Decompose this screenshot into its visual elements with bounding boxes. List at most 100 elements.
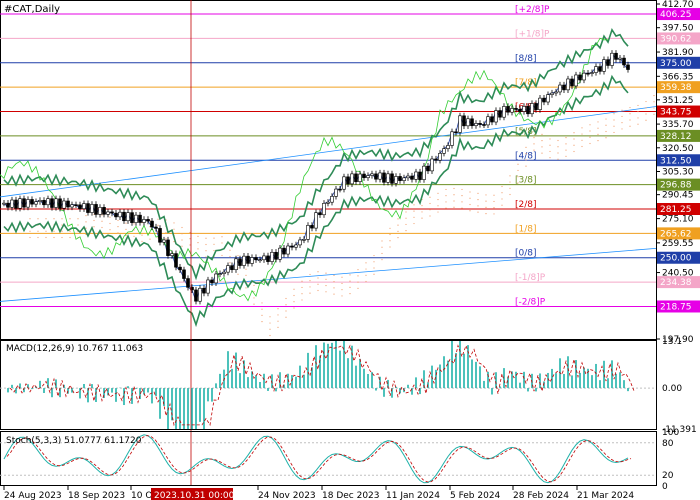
cloud-dot [365,280,367,283]
cloud-dot [165,238,167,240]
cloud-dot [517,169,519,172]
candle-body [290,245,294,248]
candle-body [70,204,74,208]
cloud-dot [181,239,183,241]
candle-body [614,52,618,60]
candle-body [206,279,210,294]
stoch-tick-label: 20 [662,471,674,481]
cloud-dot [45,236,47,239]
candle-body [570,78,574,87]
cloud-dot [61,218,63,220]
candle-body [142,219,146,223]
candle-body [334,188,338,197]
cloud-dot [637,111,639,113]
cloud-dot [613,131,615,134]
cloud-dot [317,289,319,292]
cloud-dot [381,240,383,242]
stoch-signal-line [6,435,632,483]
cloud-dot [605,124,607,126]
candle-body [114,212,118,218]
candle-body [370,173,374,176]
candle-body [322,203,326,216]
cloud-dot [173,222,175,224]
cloud-dot [237,254,239,257]
cloud-dot [197,248,199,250]
cloud-dot [525,159,527,161]
level-price-box [657,105,700,118]
candle-body [394,176,398,184]
level-price-label: 359.38 [660,83,692,93]
candle-body [154,226,158,229]
price-tick-label: 197.90 [662,335,694,345]
candle-body [278,247,282,260]
candle-body [158,228,162,243]
candle-body [58,198,62,209]
candle-body [46,198,50,206]
cloud-dot [557,152,559,154]
stoch-tick-label: 100 [662,428,679,438]
cloud-dot [109,222,111,225]
price-tick-label: 412.70 [662,0,694,10]
cloud-dot [645,100,647,103]
candle-body [350,173,354,185]
murrey-level-label: [8/8] [515,54,537,64]
cloud-dot [237,273,239,275]
candle-body [550,92,554,95]
cloud-dot [389,240,391,242]
cloud-dot [405,211,407,213]
candle-body [354,173,358,182]
cloud-dot [149,238,151,240]
cloud-dot [381,246,383,248]
cloud-dot [461,207,463,209]
cloud-dot [597,140,599,142]
candle-body [418,171,422,180]
candle-body [506,106,510,113]
candle-body [286,245,290,255]
cloud-dot [517,163,519,165]
price-tick-label: 366.35 [662,72,694,82]
cloud-dot [445,207,447,209]
cloud-dot [493,200,495,203]
cloud-dot [341,295,343,297]
cloud-dot [573,150,575,153]
cloud-dot [557,146,559,148]
level-price-box [657,227,700,240]
cloud-dot [229,249,231,251]
candle-body [502,106,506,118]
date-tick-label: 21 Mar 2024 [577,491,634,500]
cloud-dot [213,249,215,252]
cloud-dot [469,203,471,206]
candle-body [178,266,182,271]
candle-body [378,172,382,180]
candle-body [210,279,214,284]
cloud-dot [629,125,631,127]
candle-body [434,158,438,161]
candle-body [430,158,434,172]
level-price-label: 281.25 [660,205,692,215]
candle-body [174,253,178,268]
macd-frame [0,340,657,430]
cloud-dot [597,121,599,123]
candle-body [246,255,250,264]
cloud-dot [205,256,207,258]
cloud-dot [301,286,303,289]
candle-body [18,198,22,209]
cloud-dot [637,104,639,107]
cloud-dot [277,308,279,310]
cloud-dot [277,326,279,329]
cloud-dot [341,276,343,278]
cloud-dot [61,236,63,239]
cloud-dot [645,113,647,115]
level-price-label: 218.75 [660,302,692,312]
date-tick-label: 18 Sep 2023 [68,491,125,500]
cloud-dot [565,149,567,151]
cloud-dot [541,146,543,148]
cloud-dot [445,201,447,203]
cloud-dot [45,230,47,232]
cloud-dot [533,137,535,139]
candle-body [30,199,34,205]
candle-body [34,201,38,205]
macd-label: MACD(12,26,9) 10.767 11.063 [6,344,143,354]
cloud-dot [221,242,223,244]
cloud-dot [333,274,335,276]
